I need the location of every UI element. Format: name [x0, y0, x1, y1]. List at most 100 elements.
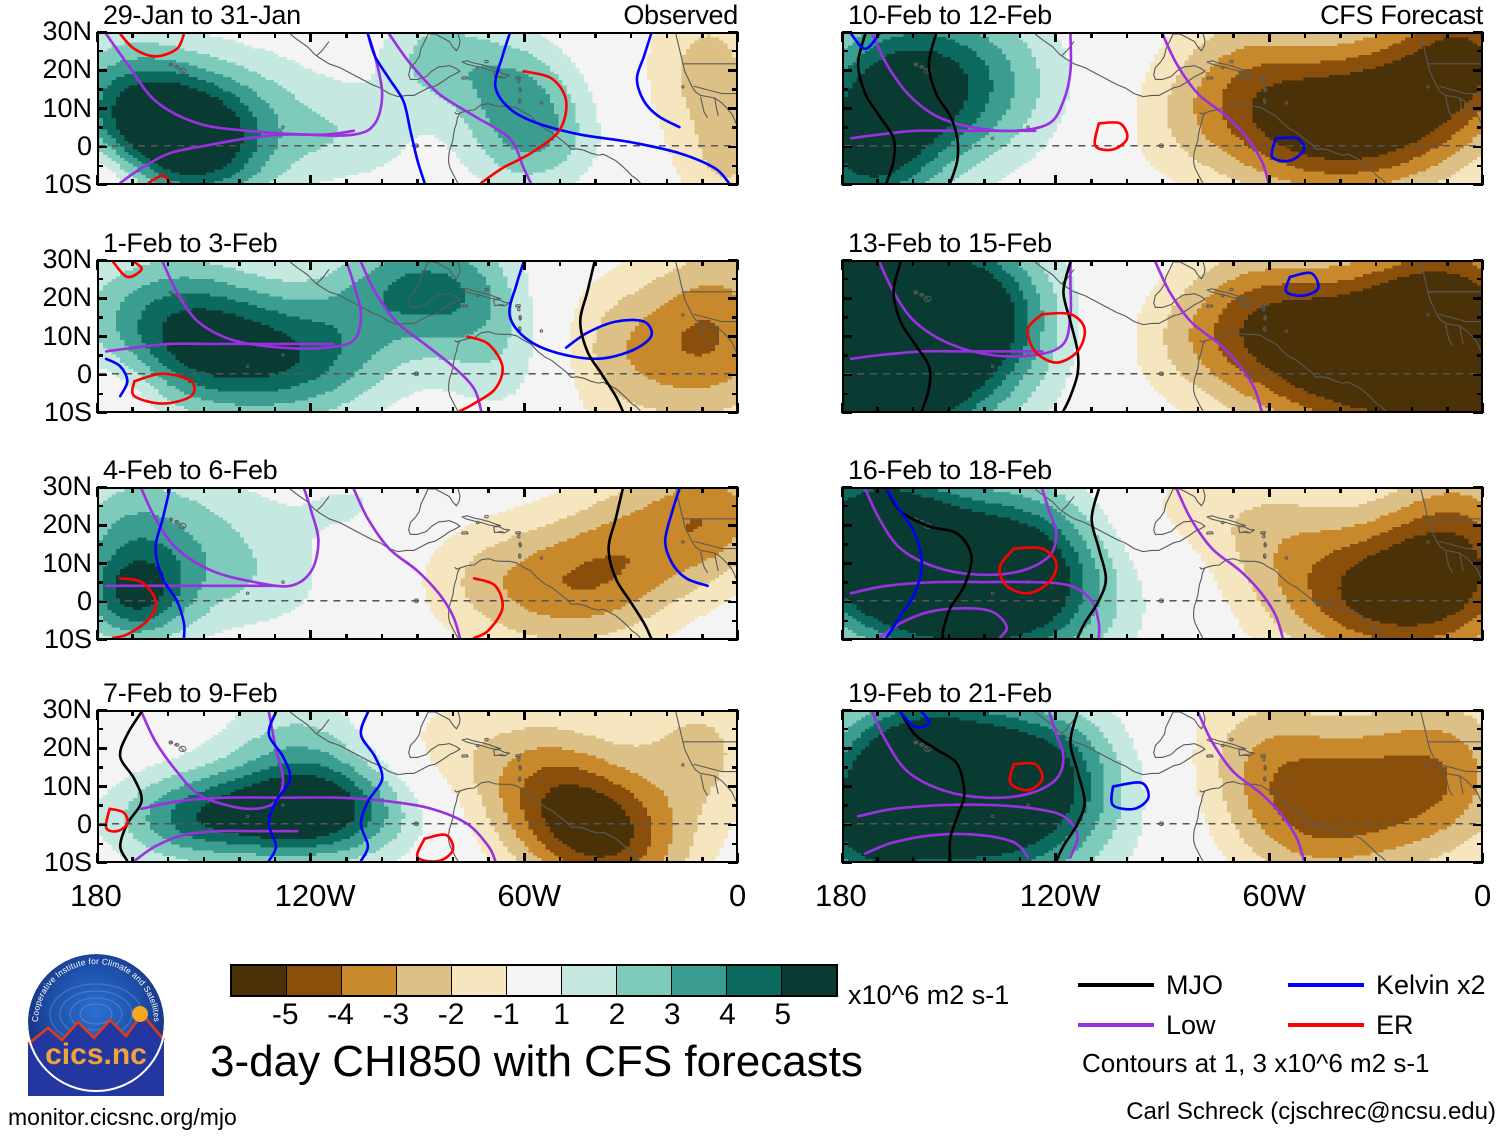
colorbar-swatch-9 [727, 966, 782, 995]
x-tick [523, 175, 526, 185]
y-tick [97, 145, 107, 148]
x-tick [95, 710, 99, 720]
x-tick [665, 710, 669, 716]
x-tick [911, 179, 915, 185]
y-tick [1473, 335, 1483, 338]
x-tick [95, 32, 99, 42]
y-tick [842, 164, 848, 168]
y-tick [842, 619, 848, 623]
y-tick [1473, 638, 1483, 642]
x-tick [95, 853, 99, 863]
y-tick [97, 258, 107, 262]
x-tick [840, 175, 844, 185]
x-tick [523, 403, 526, 413]
x-tick [1161, 710, 1164, 716]
y-tick [842, 183, 852, 187]
y-tick [732, 88, 738, 91]
legend-label-kelvin: Kelvin x2 [1376, 969, 1486, 1000]
y-tick [1473, 600, 1483, 603]
legend-item-er: ER [1288, 1011, 1498, 1039]
y-tick [732, 164, 738, 168]
x-tick [380, 179, 384, 185]
x-tick [166, 407, 170, 413]
x-tick [451, 857, 455, 863]
y-tick [732, 619, 738, 623]
x-tick [1090, 260, 1093, 266]
y-tick [842, 785, 852, 788]
y-tick [1477, 164, 1483, 168]
x-tick [1232, 179, 1235, 185]
x-tick [1339, 710, 1342, 716]
y-tick [1477, 354, 1483, 357]
x-tick [736, 630, 740, 640]
x-tick [273, 710, 277, 716]
x-tick [273, 857, 277, 863]
x-tick [1268, 630, 1271, 640]
y-tick [842, 727, 848, 731]
y-tick [732, 842, 738, 846]
y-tick [842, 562, 852, 565]
x-tick [523, 630, 526, 640]
x-tick [1054, 487, 1057, 497]
x-tick [345, 32, 348, 38]
y-axis-label: 0 [76, 130, 92, 161]
y-axis-label: 30N [42, 694, 92, 724]
x-tick [911, 487, 915, 493]
y-axis-label: 10N [42, 92, 92, 123]
svg-text:cics.nc: cics.nc [45, 1038, 147, 1071]
x-tick [947, 32, 951, 38]
x-tick [947, 179, 951, 185]
x-tick [1196, 487, 1200, 493]
x-tick [665, 487, 669, 493]
x-tick [665, 260, 669, 266]
x-tick [736, 32, 740, 42]
x-tick [1090, 857, 1093, 863]
x-tick [701, 32, 704, 38]
x-tick [1232, 260, 1235, 266]
x-tick [1481, 487, 1485, 497]
x-tick [911, 32, 915, 38]
x-tick [665, 179, 669, 185]
y-axis-label: 10N [42, 770, 92, 801]
map-panel-obs-1 [97, 32, 738, 185]
y-axis-label: 30N [42, 16, 92, 46]
colorbar-tick-label: -4 [327, 998, 354, 1031]
y-tick [1477, 316, 1483, 319]
x-tick [131, 260, 134, 266]
x-tick [983, 260, 986, 266]
x-axis-label: 0 [1474, 878, 1492, 913]
y-tick [728, 861, 738, 865]
x-tick [983, 634, 986, 640]
y-axis-label: 20N [42, 509, 92, 540]
colorbar-swatch-7 [617, 966, 672, 995]
x-tick [840, 487, 844, 497]
y-tick [842, 88, 848, 91]
x-tick [701, 407, 704, 413]
column-header-right: CFS Forecast [1320, 0, 1483, 30]
y-tick [728, 708, 738, 712]
y-tick [732, 804, 738, 807]
colorbar-tick-label: 4 [719, 998, 736, 1031]
cics-nc-logo: cics.nc Cooperative Institute for Climat… [22, 948, 170, 1096]
x-tick [1410, 634, 1414, 640]
map-field-obs-1 [99, 34, 736, 183]
y-tick [728, 524, 738, 527]
x-tick [1232, 857, 1235, 863]
x-tick [558, 634, 562, 640]
y-tick [728, 183, 738, 187]
y-tick [97, 126, 103, 129]
map-panel-fcst-4 [842, 710, 1483, 863]
contour-legend: MJO Kelvin x2 Low ER [1078, 965, 1498, 1045]
x-tick [238, 260, 241, 266]
x-tick [1161, 407, 1164, 413]
x-tick [1446, 179, 1449, 185]
contour-interval-note: Contours at 1, 3 x10^6 m2 s-1 [1082, 1048, 1430, 1078]
x-tick [1054, 853, 1057, 863]
y-tick [97, 183, 107, 187]
y-tick [842, 581, 848, 584]
x-tick [1268, 853, 1271, 863]
x-tick [451, 487, 455, 493]
x-tick [487, 32, 490, 38]
x-tick [594, 857, 597, 863]
colorbar-swatch-0 [232, 966, 287, 995]
